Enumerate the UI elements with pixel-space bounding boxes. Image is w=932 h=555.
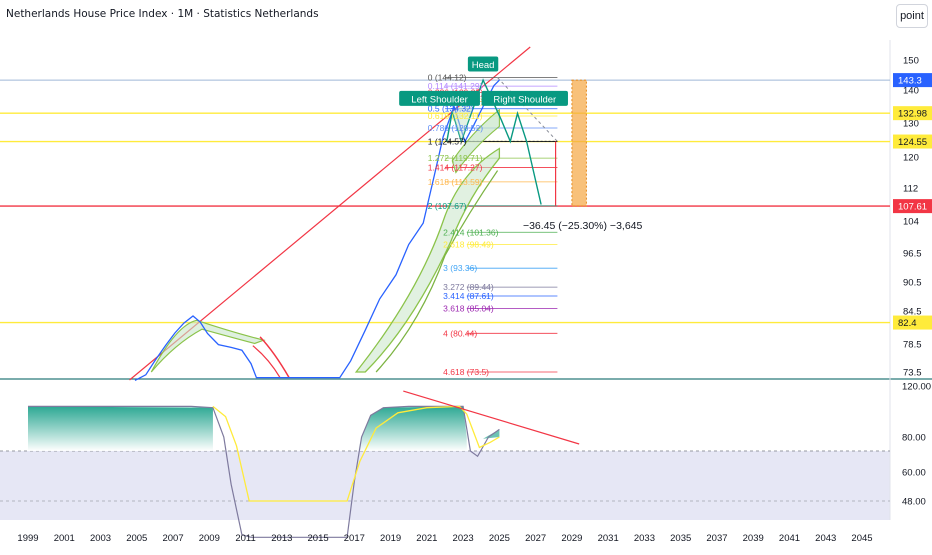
price-badge-label: 143.3 bbox=[898, 76, 922, 87]
osc-signal-line[interactable] bbox=[212, 405, 500, 502]
y-tick-label: 150 bbox=[903, 56, 919, 67]
y-tick-label: 140 bbox=[903, 86, 919, 97]
osc-trend-line[interactable] bbox=[403, 390, 580, 445]
price-badge-label: 124.55 bbox=[898, 137, 927, 148]
x-tick-label: 2021 bbox=[416, 533, 437, 544]
price-badge-label: 107.61 bbox=[898, 202, 927, 213]
y-tick-label: 112 bbox=[903, 184, 918, 195]
x-tick-label: 2033 bbox=[634, 533, 655, 544]
fib-level-label: 0.618 (132.11) bbox=[428, 111, 483, 121]
right-shoulder-label: Right Shoulder bbox=[493, 94, 556, 105]
label-layer: 0 (144.12)0.114 (141.29)0.236 (139.25)0.… bbox=[399, 56, 932, 377]
red-curve-2012 bbox=[259, 336, 290, 378]
price-badge-bg bbox=[893, 106, 932, 121]
osc-tick-label: 120.00 bbox=[902, 382, 931, 393]
osc-tick-label: 80.00 bbox=[902, 433, 926, 444]
price-badge-bg bbox=[893, 134, 932, 149]
fib-level-label: 0 (144.12) bbox=[428, 73, 467, 83]
price-badge-label: 82.4 bbox=[898, 318, 917, 329]
range-box[interactable] bbox=[571, 80, 587, 207]
x-tick-label: 2029 bbox=[561, 533, 582, 544]
green-channel-2008 bbox=[150, 319, 266, 373]
x-tick-label: 2027 bbox=[525, 533, 546, 544]
x-tick-label: 2007 bbox=[162, 533, 183, 544]
x-tick-label: 2045 bbox=[851, 533, 872, 544]
x-tick-label: 2019 bbox=[380, 533, 401, 544]
fib-level-label: 2.618 (98.49) bbox=[443, 240, 494, 250]
fib-level-label: 3.618 (85.04) bbox=[443, 303, 494, 313]
green-channel-inner bbox=[451, 108, 500, 174]
head-label: Head bbox=[472, 60, 495, 71]
fib-level-label: 0.786 (128.52) bbox=[428, 123, 483, 133]
fib-level-label: 0.5 (134.32) bbox=[428, 104, 474, 114]
head-label-bg bbox=[467, 56, 499, 72]
price-badge-label: 132.98 bbox=[898, 109, 927, 120]
x-tick-label: 2011 bbox=[235, 533, 255, 544]
osc-fill-left bbox=[28, 406, 213, 451]
x-tick-label: 2009 bbox=[199, 533, 220, 544]
right-shoulder-label-bg bbox=[481, 90, 568, 106]
osc-line[interactable] bbox=[28, 405, 500, 538]
point-button[interactable]: point bbox=[896, 4, 928, 28]
fib-level-label: 3.414 (87.61) bbox=[443, 291, 494, 301]
x-tick-label: 2025 bbox=[489, 533, 510, 544]
fib-level-label: 2.414 (101.36) bbox=[443, 227, 498, 237]
green-channel-lower bbox=[375, 170, 499, 373]
red-curve-2012b bbox=[252, 345, 281, 378]
y-tick-label: 73.5 bbox=[903, 368, 922, 379]
y-tick-label: 104 bbox=[903, 217, 919, 228]
osc-fill-right bbox=[357, 406, 467, 451]
price-badge-bg bbox=[893, 73, 932, 88]
x-tick-label: 2015 bbox=[308, 533, 329, 544]
left-shoulder-label-bg bbox=[399, 90, 480, 106]
range-box-border bbox=[571, 79, 587, 207]
osc-tick-label: 60.00 bbox=[902, 468, 926, 479]
fib-level-label: 1 (124.57) bbox=[428, 136, 467, 146]
fib-level-label: 1.414 (117.27) bbox=[428, 163, 483, 173]
y-tick-label: 120 bbox=[903, 153, 919, 164]
price-badge-bg bbox=[893, 199, 932, 214]
background-layer bbox=[0, 451, 890, 520]
x-tick-label: 2037 bbox=[706, 533, 727, 544]
green-channel-upper bbox=[354, 147, 501, 373]
fib-level-label: 4.618 (73.5) bbox=[443, 367, 489, 377]
y-tick-label: 78.5 bbox=[903, 340, 922, 351]
x-tick-label: 2041 bbox=[779, 533, 800, 544]
x-tick-label: 2003 bbox=[90, 533, 111, 544]
measure-label: −36.45 (−25.30%) −3,645 bbox=[523, 220, 643, 232]
x-tick-label: 2031 bbox=[598, 533, 619, 544]
osc-zone bbox=[0, 451, 890, 520]
oscillator-pane[interactable] bbox=[28, 390, 580, 538]
fib-level-label: 4 (80.44) bbox=[443, 328, 477, 338]
fib-trend-dashed bbox=[497, 77, 558, 142]
y-tick-label: 84.5 bbox=[903, 307, 922, 318]
y-tick-label: 96.5 bbox=[903, 249, 922, 260]
x-tick-label: 2013 bbox=[271, 533, 292, 544]
fib-level-label: 2 (107.67) bbox=[428, 201, 467, 211]
axis-layer: 1999 2001 2003 2005 2007 2009 2011 2013 2015 2017… bbox=[17, 56, 931, 545]
y-tick-label: 130 bbox=[903, 119, 919, 130]
fib-level-label: 3.272 (89.44) bbox=[443, 282, 494, 292]
fib-level-label: 1.272 (119.71) bbox=[428, 153, 483, 163]
fib-level-label: 0.114 (141.29) bbox=[428, 81, 483, 91]
fib-level-label: 3 (93.36) bbox=[443, 263, 477, 273]
y-tick-label: 90.5 bbox=[903, 278, 922, 289]
x-tick-label: 2023 bbox=[453, 533, 474, 544]
fib-level-label: 1.618 (113.59) bbox=[428, 177, 483, 187]
x-tick-label: 2039 bbox=[743, 533, 764, 544]
x-tick-label: 2017 bbox=[344, 533, 365, 544]
left-shoulder-label: Left Shoulder bbox=[411, 94, 468, 105]
chart-title: Netherlands House Price Index · 1M · Sta… bbox=[6, 8, 319, 20]
x-tick-label: 2035 bbox=[670, 533, 691, 544]
x-tick-label: 2005 bbox=[126, 533, 147, 544]
price-badge-bg bbox=[893, 315, 932, 330]
osc-tick-label: 48.00 bbox=[902, 497, 926, 508]
x-tick-label: 2043 bbox=[815, 533, 836, 544]
x-tick-label: 1999 bbox=[17, 533, 38, 544]
x-tick-label: 2001 bbox=[54, 533, 75, 544]
